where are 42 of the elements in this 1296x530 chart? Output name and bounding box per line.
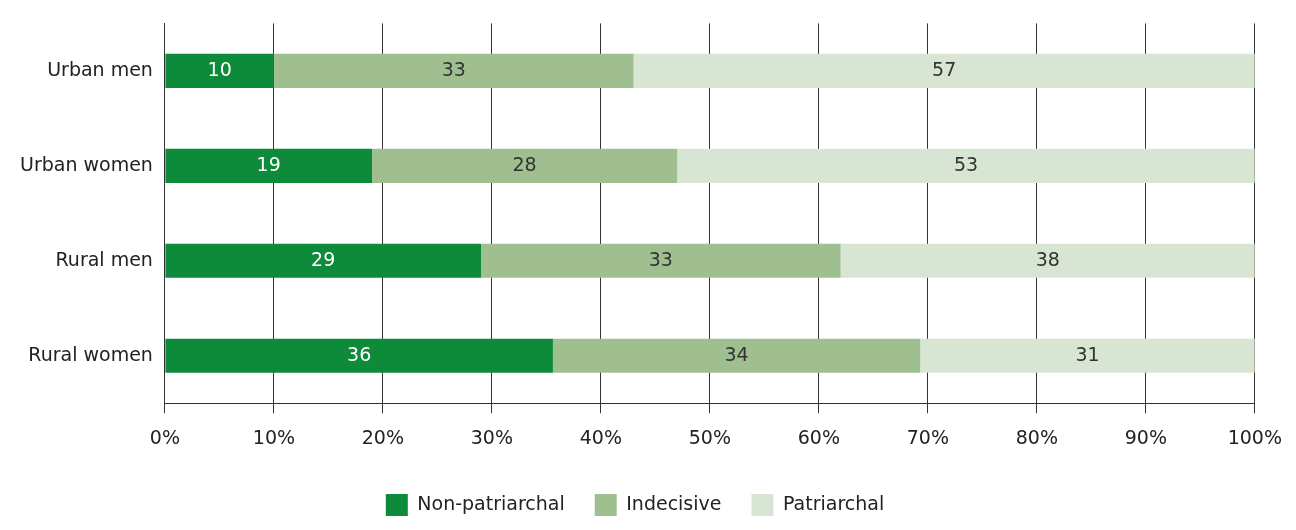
- bar: [480, 243, 841, 278]
- legend-label: Patriarchal: [782, 491, 885, 514]
- x-tick-label: 90%: [1124, 425, 1167, 448]
- data-label: 33: [648, 247, 673, 270]
- bar: [372, 148, 678, 183]
- bar: [165, 243, 481, 278]
- data-label: 36: [347, 342, 372, 365]
- data-label: 28: [512, 152, 537, 175]
- data-label: 19: [256, 152, 281, 175]
- bar: [633, 53, 1255, 88]
- data-label: 31: [1075, 342, 1100, 365]
- y-tick-label: Urban women: [19, 152, 153, 175]
- bar: [840, 243, 1255, 278]
- x-tick-label: 50%: [688, 425, 731, 448]
- bar: [552, 338, 921, 373]
- bar: [273, 53, 634, 88]
- bar: [165, 53, 274, 88]
- x-tick-label: 40%: [579, 425, 622, 448]
- y-tick-label: Rural women: [28, 342, 153, 365]
- data-label: 38: [1035, 247, 1060, 270]
- data-label: 29: [311, 247, 336, 270]
- legend-label: Non-patriarchal: [417, 491, 565, 514]
- data-label: 10: [207, 57, 232, 80]
- data-label: 57: [932, 57, 957, 80]
- x-tick-label: 10%: [252, 425, 296, 448]
- bar: [677, 148, 1255, 183]
- legend-label: Indecisive: [626, 491, 722, 514]
- data-label: 33: [441, 57, 466, 80]
- y-tick-label: Rural men: [55, 247, 153, 270]
- bar: [920, 338, 1255, 373]
- y-tick-label: Urban men: [47, 57, 153, 80]
- bar: [165, 338, 553, 373]
- x-tick-label: 100%: [1227, 425, 1282, 448]
- x-tick-label: 30%: [470, 425, 513, 448]
- x-tick-label: 80%: [1015, 425, 1058, 448]
- x-tick-label: 70%: [906, 425, 949, 448]
- x-tick-label: 60%: [797, 425, 840, 448]
- bar: [165, 148, 372, 183]
- data-label: 34: [724, 342, 749, 365]
- x-tick-label: 20%: [361, 425, 405, 448]
- x-tick-label: 0%: [149, 425, 180, 448]
- data-label: 53: [953, 152, 979, 175]
